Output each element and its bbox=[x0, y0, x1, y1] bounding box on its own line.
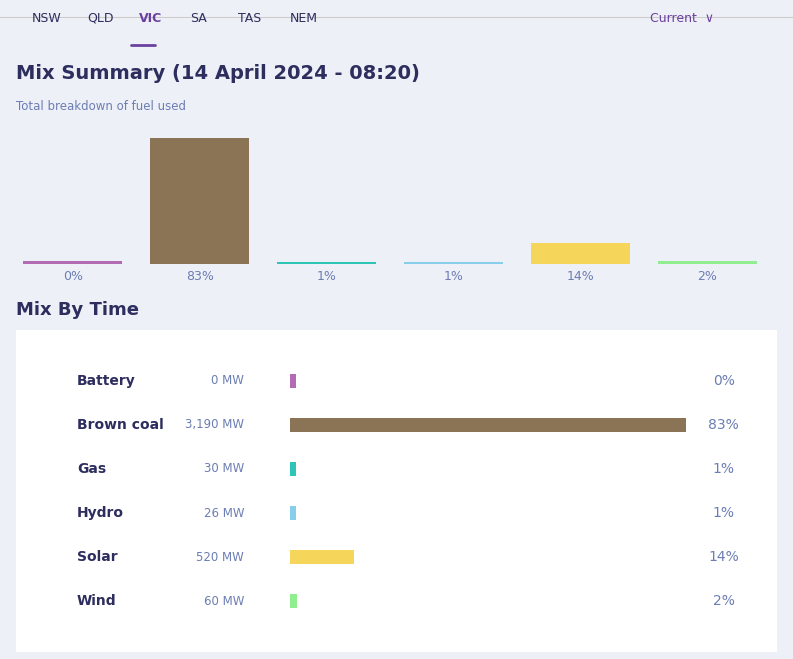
FancyBboxPatch shape bbox=[290, 418, 686, 432]
Text: 2%: 2% bbox=[713, 594, 735, 608]
Text: Brown coal: Brown coal bbox=[77, 418, 163, 432]
Text: Mix Summary (14 April 2024 - 08:20): Mix Summary (14 April 2024 - 08:20) bbox=[16, 65, 419, 83]
Text: VIC: VIC bbox=[139, 12, 162, 25]
Text: 2%: 2% bbox=[697, 270, 718, 283]
FancyBboxPatch shape bbox=[151, 138, 249, 264]
Text: 14%: 14% bbox=[708, 550, 739, 564]
Text: 83%: 83% bbox=[186, 270, 214, 283]
FancyBboxPatch shape bbox=[290, 374, 296, 387]
Text: Battery: Battery bbox=[77, 374, 136, 387]
FancyBboxPatch shape bbox=[8, 326, 785, 656]
Text: 1%: 1% bbox=[443, 270, 464, 283]
FancyBboxPatch shape bbox=[531, 243, 630, 264]
Text: SA: SA bbox=[190, 12, 207, 25]
Text: TAS: TAS bbox=[238, 12, 261, 25]
Text: 1%: 1% bbox=[316, 270, 337, 283]
FancyBboxPatch shape bbox=[290, 506, 296, 520]
FancyBboxPatch shape bbox=[290, 594, 297, 608]
Text: Total breakdown of fuel used: Total breakdown of fuel used bbox=[16, 100, 186, 113]
Text: 1%: 1% bbox=[713, 506, 735, 520]
Text: Mix By Time: Mix By Time bbox=[16, 301, 139, 319]
Text: 83%: 83% bbox=[708, 418, 739, 432]
Text: Current  ∨: Current ∨ bbox=[650, 12, 714, 25]
Text: Gas: Gas bbox=[77, 462, 106, 476]
FancyBboxPatch shape bbox=[290, 550, 354, 564]
Text: 3,190 MW: 3,190 MW bbox=[186, 418, 244, 431]
Text: 30 MW: 30 MW bbox=[204, 463, 244, 475]
Text: 0%: 0% bbox=[713, 374, 735, 387]
Text: NEM: NEM bbox=[289, 12, 317, 25]
FancyBboxPatch shape bbox=[290, 462, 296, 476]
Text: 14%: 14% bbox=[567, 270, 594, 283]
Text: 26 MW: 26 MW bbox=[204, 507, 244, 519]
Text: 0%: 0% bbox=[63, 270, 83, 283]
Text: Wind: Wind bbox=[77, 594, 117, 608]
FancyBboxPatch shape bbox=[24, 261, 122, 264]
Text: Hydro: Hydro bbox=[77, 506, 124, 520]
Text: 1%: 1% bbox=[713, 462, 735, 476]
Text: QLD: QLD bbox=[87, 12, 113, 25]
Text: 60 MW: 60 MW bbox=[204, 595, 244, 608]
FancyBboxPatch shape bbox=[658, 261, 757, 264]
Text: Solar: Solar bbox=[77, 550, 117, 564]
FancyBboxPatch shape bbox=[404, 262, 503, 264]
FancyBboxPatch shape bbox=[278, 262, 376, 264]
Text: NSW: NSW bbox=[32, 12, 62, 25]
Text: 0 MW: 0 MW bbox=[212, 374, 244, 387]
Text: 520 MW: 520 MW bbox=[197, 551, 244, 563]
